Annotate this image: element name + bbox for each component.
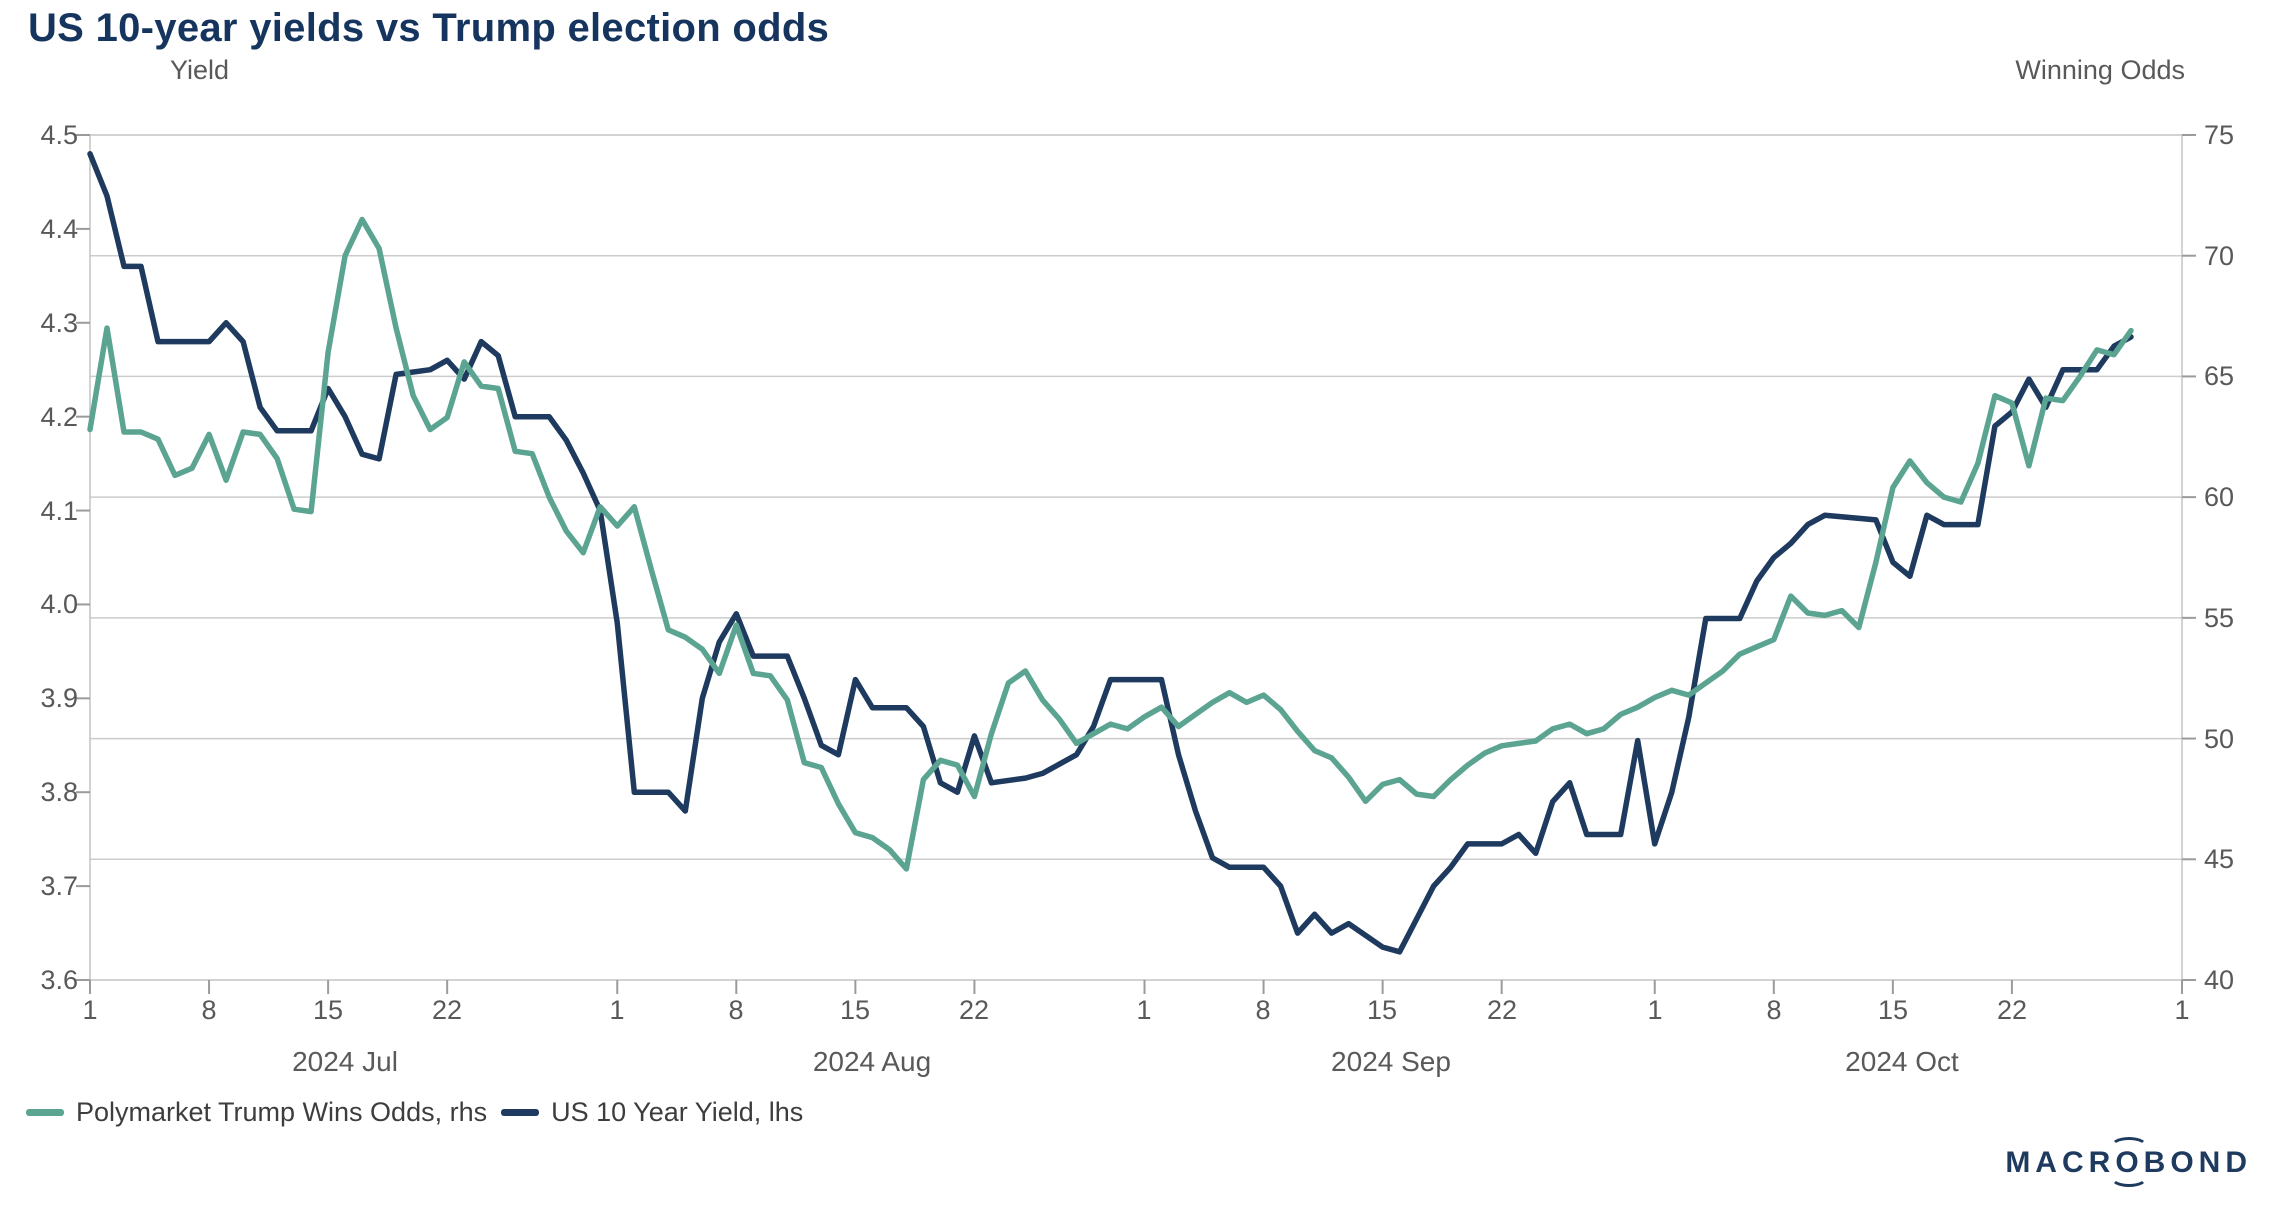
left-tick-label: 3.7 xyxy=(40,871,78,901)
left-tick-label: 4.2 xyxy=(40,402,78,432)
logo-o-icon: O xyxy=(2110,1137,2149,1187)
x-tick-label: 1 xyxy=(609,995,625,1025)
month-label-aug: 2024 Aug xyxy=(812,1046,932,1077)
left-tick-label: 4.1 xyxy=(40,496,78,526)
chart-title: US 10-year yields vs Trump election odds xyxy=(28,6,830,50)
legend-label-odds: Polymarket Trump Wins Odds, rhs xyxy=(76,1097,488,1127)
month-label-sep: 2024 Sep xyxy=(1331,1046,1451,1077)
right-tick-label: 45 xyxy=(2204,844,2235,874)
left-tick-label: 4.3 xyxy=(40,308,78,338)
x-tick-label: 1 xyxy=(82,995,98,1025)
polymarket-trump-odds-line xyxy=(87,216,2134,872)
right-tick-label: 50 xyxy=(2204,724,2235,754)
x-tick-label: 1 xyxy=(1136,995,1152,1025)
left-tick-label: 3.9 xyxy=(40,683,78,713)
macrobond-logo: MACROBOND xyxy=(2005,1137,2252,1187)
left-tick-label: 4.4 xyxy=(40,214,78,244)
x-tick-label: 8 xyxy=(201,995,217,1025)
right-axis-title: Winning Odds xyxy=(2015,55,2185,85)
legend-item-odds: Polymarket Trump Wins Odds, rhs xyxy=(26,1097,487,1128)
x-tick-label: 15 xyxy=(312,995,344,1025)
yield-line-swatch xyxy=(501,1109,540,1116)
legend-label-yield: US 10 Year Yield, lhs xyxy=(551,1097,804,1127)
logo-text: MACR xyxy=(2005,1146,2116,1179)
legend: Polymarket Trump Wins Odds, rhs US 10 Ye… xyxy=(26,1097,803,1128)
x-tick-label: 15 xyxy=(1877,995,1909,1025)
month-label-jul: 2024 Jul xyxy=(292,1046,398,1077)
month-label-oct: 2024 Oct xyxy=(1845,1046,1959,1077)
left-axis-title: Yield xyxy=(170,55,230,85)
right-tick-label: 65 xyxy=(2204,361,2235,391)
x-tick-label: 22 xyxy=(1996,995,2028,1025)
x-tick-label: 22 xyxy=(1486,995,1518,1025)
legend-item-yield: US 10 Year Yield, lhs xyxy=(501,1097,803,1128)
plot-border xyxy=(89,134,2183,981)
x-tick-label: 1 xyxy=(1647,995,1663,1025)
axis-tick-marks xyxy=(76,134,2196,994)
right-tick-label: 40 xyxy=(2204,965,2235,995)
logo-text: BOND xyxy=(2143,1146,2252,1179)
left-tick-label: 4.0 xyxy=(40,589,78,619)
x-tick-label: 22 xyxy=(958,995,990,1025)
x-tick-label: 8 xyxy=(728,995,744,1025)
us-10-year-yield-line xyxy=(87,151,2134,955)
right-tick-label: 55 xyxy=(2204,603,2235,633)
x-tick-label: 8 xyxy=(1255,995,1271,1025)
left-tick-label: 3.8 xyxy=(40,777,78,807)
left-tick-label: 4.5 xyxy=(40,120,78,150)
x-tick-label: 22 xyxy=(431,995,463,1025)
left-tick-label: 3.6 xyxy=(40,965,78,995)
gridlines xyxy=(90,254,2182,861)
x-tick-label: 1 xyxy=(2174,995,2190,1025)
x-tick-label: 8 xyxy=(1766,995,1782,1025)
right-tick-label: 60 xyxy=(2204,482,2235,512)
odds-line-swatch xyxy=(26,1109,64,1116)
right-tick-label: 70 xyxy=(2204,241,2235,271)
right-tick-label: 75 xyxy=(2204,120,2235,150)
x-tick-label: 15 xyxy=(839,995,871,1025)
x-tick-label: 15 xyxy=(1366,995,1398,1025)
